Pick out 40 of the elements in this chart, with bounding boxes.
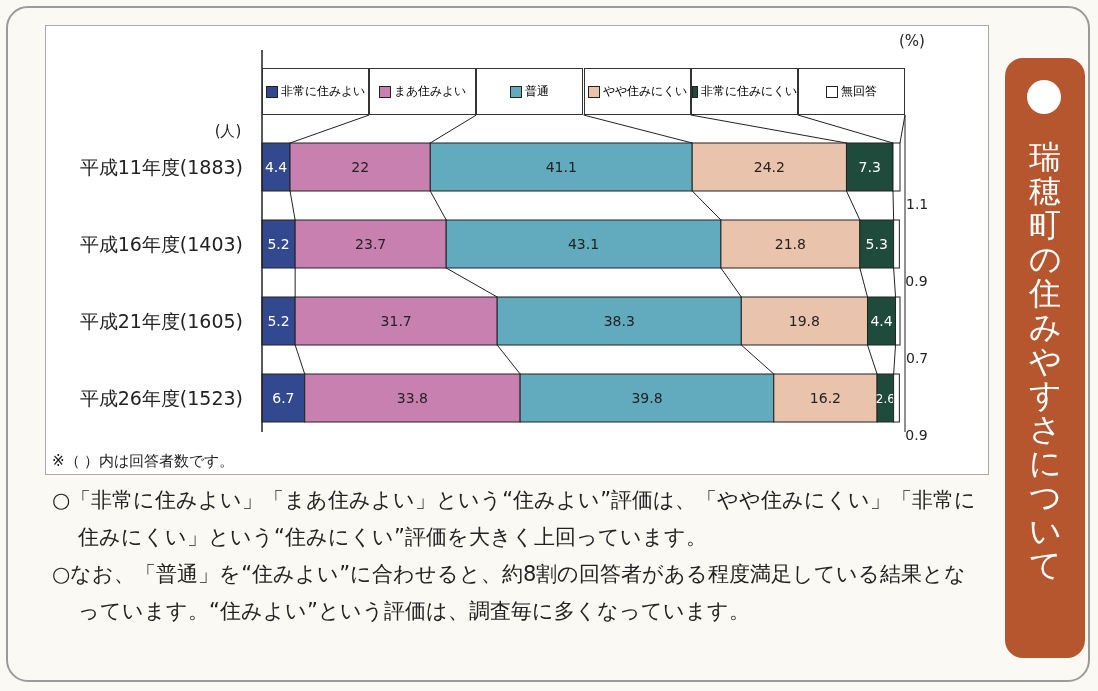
data-label: 23.7	[355, 236, 387, 252]
data-label: 21.8	[774, 236, 806, 252]
data-label: 4.4	[870, 313, 893, 329]
data-label: 7.3	[858, 159, 881, 175]
y-tick-label: 平成26年度(1523)	[79, 387, 243, 409]
data-label: 0.9	[905, 273, 928, 289]
text: (%)	[899, 32, 925, 50]
data-label: 4.4	[264, 159, 288, 175]
data-label: 5.2	[267, 236, 290, 252]
data-label: 5.2	[267, 313, 290, 329]
y-tick-label: 平成11年度(1883)	[79, 156, 243, 178]
chart-title: 瑞穂町の住みやすさについて	[1028, 138, 1062, 584]
data-label: 24.2	[753, 159, 785, 175]
legend-label: 普通	[525, 84, 550, 99]
y-tick-label: 平成16年度(1403)	[79, 233, 243, 255]
data-label: 16.2	[809, 390, 842, 406]
data-label: 19.8	[788, 313, 820, 329]
legend-label: 非常に住みにくい	[700, 84, 797, 99]
legend-label: 無回答	[840, 84, 877, 99]
data-label: 43.1	[567, 236, 600, 252]
y-tick-label: 平成21年度(1605)	[79, 310, 243, 332]
data-label: 39.8	[631, 390, 663, 406]
data-label: 1.1	[906, 196, 929, 212]
data-label: 41.1	[545, 159, 577, 175]
data-label: 2.6	[875, 392, 895, 406]
data-label: 38.3	[603, 313, 635, 329]
text: ○なお、「普通」を“住みよい”に合わせると、約8割の回答者がある程度満足している結果となっています。“住みよい”という評価は、調査毎に多くなっています。	[52, 561, 968, 625]
legend-label: 非常に住みよい	[281, 84, 366, 99]
legend-label: やや住みにくい	[602, 84, 687, 99]
legend-label: まあ住みよい	[394, 84, 467, 99]
y-axis-title: (人)	[214, 122, 242, 140]
data-label: 31.7	[380, 313, 412, 329]
text: ※（ ）内は回答者数です。	[52, 452, 235, 470]
data-label: 5.3	[865, 236, 888, 252]
data-label: 0.7	[906, 350, 929, 366]
data-label: 6.7	[272, 390, 295, 406]
data-label: 22	[351, 159, 370, 175]
text: ○「非常に住みよい」「まあ住みよい」という“住みよい”評価は、「やや住みにくい」「非常に住みにくい」という“住みにくい”評価を大きく上回っています。	[52, 487, 978, 551]
data-label: 33.8	[396, 390, 428, 406]
data-label: 0.9	[905, 427, 928, 443]
